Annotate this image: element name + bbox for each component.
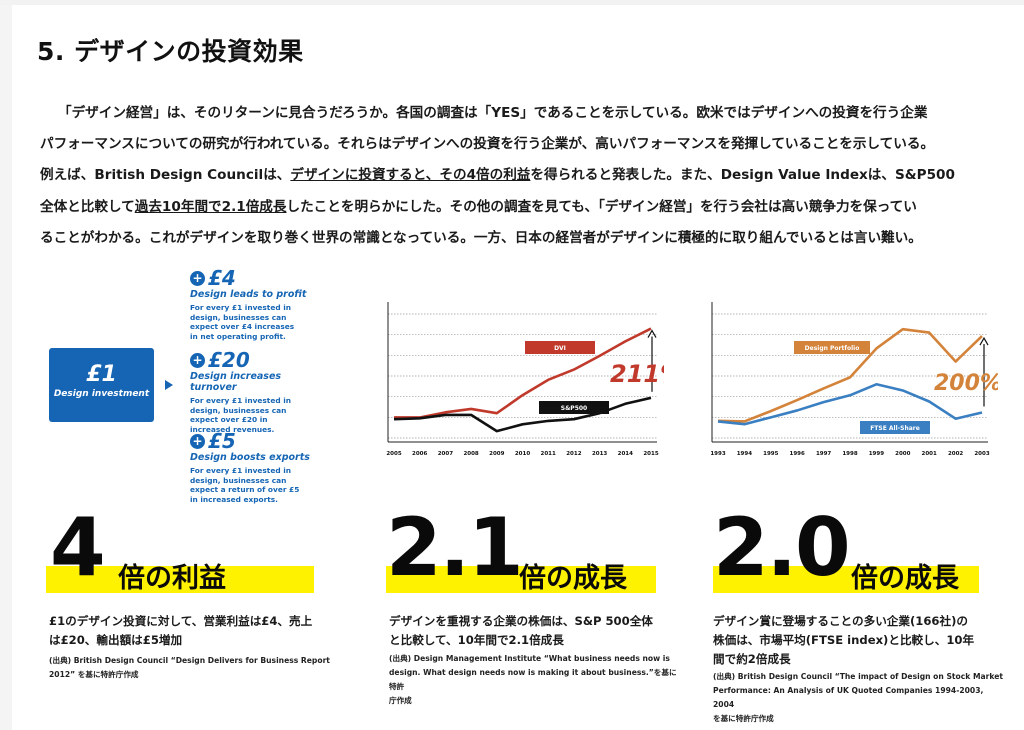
x-tick-label: 2003 [974, 451, 989, 457]
stat-number: 2.0 [713, 501, 851, 594]
stat-source: (出典) British Design Council “The impact … [713, 672, 1004, 723]
series-line [717, 327, 983, 423]
stat-number: 4 [50, 501, 106, 594]
x-tick-label: 2010 [515, 451, 530, 457]
x-tick-label: 1996 [790, 451, 805, 457]
x-tick-label: 1994 [737, 451, 752, 457]
x-tick-label: 2006 [412, 451, 427, 457]
growth-annotation: 200% [934, 371, 998, 396]
x-tick-label: 2011 [541, 451, 556, 457]
x-tick-label: 2002 [948, 451, 963, 457]
legend-label: S&P500 [561, 405, 587, 412]
return-item-turnover: + £20 Design increases turnover For every… [190, 348, 292, 434]
intro-paragraph: 「デザイン経営」は、そのリターンに見合うだろうか。各国の調査は「YES」であるこ… [40, 98, 998, 254]
paragraph-line: 全体と比較して過去10年間で2.1倍成長したことを明らかにした。その他の調査を見… [40, 198, 917, 215]
plus-icon: + [190, 433, 205, 449]
stat-description: デザインを重視する企業の株価は、S&P 500全体 と比較して、10年間で2.1倍… [389, 614, 653, 647]
underlined-text: 過去10年間で2.1倍成長 [134, 198, 287, 215]
highlight-bar [386, 566, 656, 593]
x-tick-label: 1993 [710, 451, 725, 457]
x-tick-label: 2001 [922, 451, 937, 457]
series-line [717, 382, 983, 426]
paragraph-line: ることがわかる。これがデザインを取り巻く世界の常識となっている。一方、日本の経営… [40, 229, 922, 246]
design-portfolio-chart: 1993 1994 1995 1996 1997 1998 1999 2000 2001 2002… [710, 302, 998, 457]
legend-label: DVI [554, 345, 566, 352]
x-tick-label: 2014 [618, 451, 633, 457]
x-tick-label: 2005 [386, 451, 401, 457]
arrow-up-icon [647, 329, 657, 338]
plus-icon: + [190, 352, 205, 368]
arrow-right-icon [165, 380, 173, 390]
x-tick-label: 1998 [842, 451, 857, 457]
investment-amount: £1 [86, 362, 117, 387]
plus-icon: + [190, 270, 205, 286]
page-title: 5. デザインの投資効果 [37, 37, 304, 66]
paragraph-line: 例えば、British Design Councilは、デザインに投資すると、そ… [40, 167, 955, 184]
highlight-bar [46, 566, 314, 593]
stat-suffix: 倍の利益 [118, 563, 226, 594]
stat-source: (出典) Design Management Institute “What b… [389, 654, 677, 705]
stat-description: £1のデザイン投資に対して、営業利益は£4、売上 は£20、輸出額は£5増加 [49, 614, 313, 647]
paragraph-line: パフォーマンスについての研究が行われている。それらはデザインへの投資を行う企業が… [40, 136, 935, 153]
stat-source: (出典) British Design Council “Design Deli… [49, 656, 330, 679]
x-tick-label: 2012 [566, 451, 581, 457]
legend-box [539, 401, 609, 414]
stat-description: デザイン賞に登場することの多い企業(166社)の 株価は、市場平均(FTSE in… [713, 614, 975, 666]
stat-suffix: 倍の成長 [851, 563, 959, 594]
x-tick-label: 1995 [763, 451, 778, 457]
design-investment-box: £1 Design investment [49, 348, 154, 422]
legend-box [794, 341, 870, 354]
highlight-bar [713, 566, 979, 593]
x-tick-label: 2013 [592, 451, 607, 457]
top-border [0, 0, 1024, 5]
investment-label: Design investment [53, 389, 150, 399]
stat-number: 2.1 [386, 501, 524, 594]
return-item-exports: + £5 Design boosts exports For every £1 i… [190, 429, 310, 504]
x-tick-label: 2015 [643, 451, 658, 457]
x-tick-label: 2007 [438, 451, 453, 457]
x-tick-label: 2008 [463, 451, 478, 457]
legend-label: Design Portfolio [805, 345, 860, 352]
return-item-profit: + £4 Design leads to profit For every £1 … [190, 266, 307, 341]
paragraph-line: 「デザイン経営」は、そのリターンに見合うだろうか。各国の調査は「YES」であるこ… [58, 105, 928, 121]
dvi-chart: 2005 2006 2007 2008 2009 2010 2011 2012 2013 2014… [386, 302, 664, 457]
legend-label: FTSE All-Share [870, 425, 920, 432]
growth-annotation: 211% [610, 360, 664, 388]
legend-box [525, 341, 595, 354]
arrow-up-icon [979, 336, 989, 346]
stat-suffix: 倍の成長 [519, 563, 627, 594]
legend-box [860, 421, 930, 434]
x-tick-label: 2000 [895, 451, 910, 457]
x-tick-label: 1997 [816, 451, 831, 457]
x-tick-label: 1999 [869, 451, 884, 457]
series-line [394, 327, 652, 419]
left-margin-bar [0, 5, 12, 730]
underlined-text: デザインに投資すると、その4倍の利益 [290, 167, 531, 184]
x-tick-label: 2009 [489, 451, 504, 457]
